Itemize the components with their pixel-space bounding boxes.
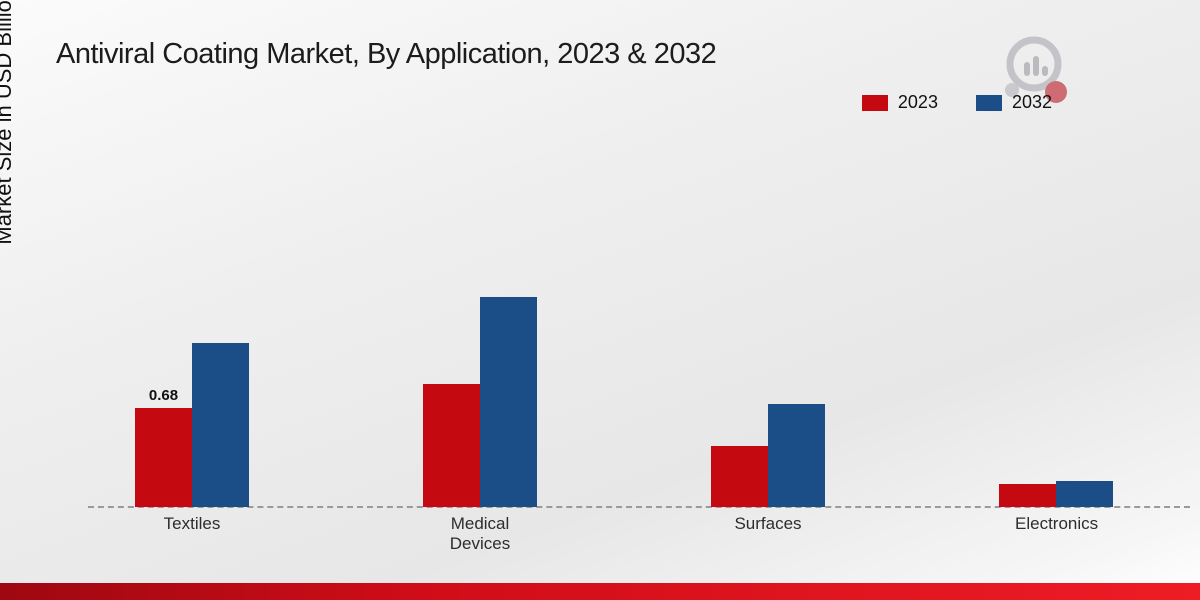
- bar-2023-surfaces: [711, 446, 768, 507]
- bar-pair-electronics: [999, 481, 1113, 507]
- category-label-cell-textiles: Textiles: [48, 514, 336, 553]
- legend-item-2032: 2032: [975, 92, 1052, 113]
- category-label-cell-electronics: Electronics: [912, 514, 1200, 553]
- bar-2032-electronics: [1056, 481, 1113, 507]
- y-axis-label: Market Size in USD Billion: [0, 0, 16, 245]
- category-label-surfaces: Surfaces: [734, 514, 802, 533]
- bottom-accent-bar: [0, 583, 1200, 600]
- bar-2023-textiles: 0.68: [135, 387, 192, 507]
- chart-title: Antiviral Coating Market, By Application…: [56, 38, 717, 70]
- category-label-cell-surfaces: Surfaces: [624, 514, 912, 553]
- x-axis-line: [88, 506, 1190, 508]
- bar-pair-surfaces: [711, 404, 825, 507]
- bar-group-medical-devices: [336, 247, 624, 507]
- legend: 2023 2032: [861, 92, 1052, 113]
- bar-2032-surfaces: [768, 404, 825, 507]
- legend-swatch-2023: [861, 94, 888, 111]
- category-label-textiles: Textiles: [163, 514, 221, 533]
- legend-label: 2032: [1011, 92, 1052, 112]
- bar-pair-textiles: 0.68: [135, 343, 249, 507]
- category-label-electronics: Electronics: [1015, 514, 1099, 533]
- plot-area: 0.68: [48, 247, 1200, 507]
- bar-2023-medical-devices: [423, 384, 480, 507]
- bar-value-label-textiles-2023: 0.68: [148, 387, 179, 404]
- bar-group-electronics: [912, 247, 1200, 507]
- category-axis-labels: Textiles Medical Devices Surfaces Electroni…: [48, 514, 1200, 553]
- bar-2023-electronics: [999, 484, 1056, 507]
- category-label-cell-medical-devices: Medical Devices: [336, 514, 624, 553]
- category-label-medical-devices: Medical Devices: [449, 514, 511, 553]
- bar-2032-medical-devices: [480, 297, 537, 507]
- legend-item-2023: 2023: [861, 92, 938, 113]
- bar-2032-textiles: [192, 343, 249, 507]
- bar-group-textiles: 0.68: [48, 247, 336, 507]
- legend-swatch-2032: [975, 94, 1002, 111]
- bar-pair-medical-devices: [423, 297, 537, 507]
- bar-group-surfaces: [624, 247, 912, 507]
- legend-label: 2023: [897, 92, 938, 112]
- brand-logo-icon: [996, 30, 1078, 114]
